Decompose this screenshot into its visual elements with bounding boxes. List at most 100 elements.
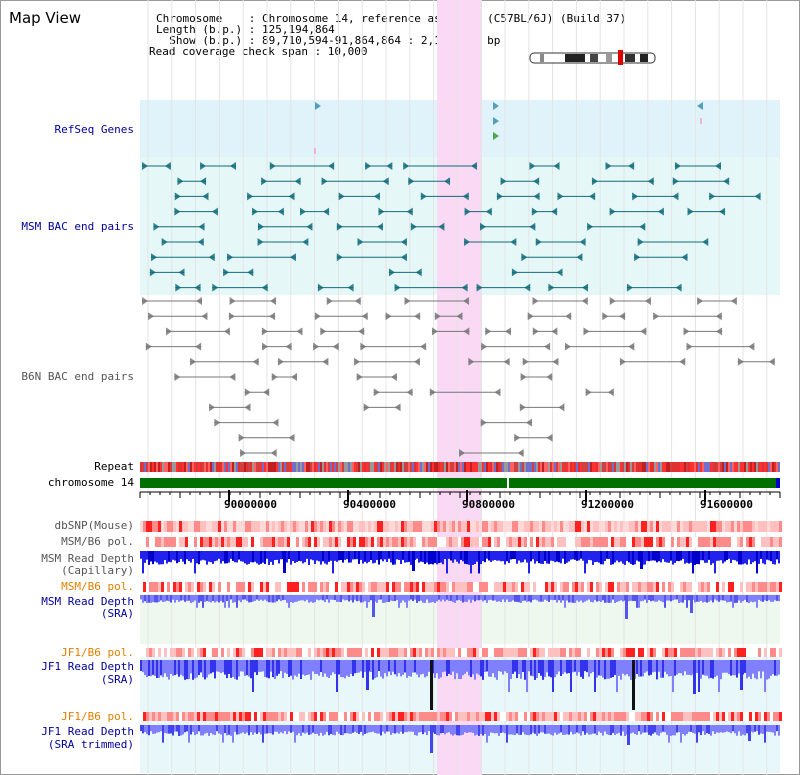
repeat-element xyxy=(324,462,326,472)
dbsnp-cell xyxy=(170,521,173,532)
msm-sra-depth xyxy=(260,595,262,600)
repeat-element xyxy=(402,462,404,472)
msm-b6-pol-cell xyxy=(389,537,392,547)
msm-capillary-depth xyxy=(450,551,452,561)
jf1-sra-depth xyxy=(484,660,486,672)
repeat-element xyxy=(410,462,412,472)
msm-b6-pol-cell xyxy=(377,537,380,547)
msm-bac-pair-end xyxy=(553,162,560,170)
jf1-b6-pol-cell xyxy=(338,648,341,657)
msm-sra-depth xyxy=(156,595,158,603)
msm-b6-pol-cell xyxy=(776,537,779,547)
jf1-b6-pol-cell xyxy=(506,712,509,721)
msm-capillary-depth xyxy=(350,551,352,563)
jf1-sra-depth xyxy=(562,660,564,675)
msm-b6-pol-cell xyxy=(149,582,152,592)
repeat-element xyxy=(182,462,184,472)
msm-b6-pol-cell xyxy=(719,582,722,592)
b6n-bac-pair-end xyxy=(361,312,368,321)
jf1-sra-depth xyxy=(378,660,380,672)
msm-b6-pol-cell xyxy=(503,582,506,592)
repeat-element xyxy=(168,462,170,472)
jf1-trimmed-depth xyxy=(390,725,392,735)
jf1-b6-pol-cell xyxy=(701,712,704,721)
msm-b6-pol-cell xyxy=(158,582,161,592)
repeat-element xyxy=(188,462,190,472)
msm-bac-pair-end xyxy=(198,222,205,231)
msm-sra-depth xyxy=(492,595,494,601)
msm-sra-depth xyxy=(706,595,708,603)
msm-sra-depth xyxy=(442,595,444,600)
msm-bac-pair-end xyxy=(410,222,417,231)
jf1-b6-pol-cell xyxy=(716,648,719,657)
repeat-element xyxy=(344,462,346,472)
msm-sra-depth xyxy=(580,595,582,601)
msm-b6-pol-cell xyxy=(179,582,182,592)
jf1-trimmed-depth xyxy=(240,725,242,734)
jf1-trimmed-depth xyxy=(566,725,568,735)
jf1-b6-pol-cell xyxy=(467,712,470,721)
msm-b6-pol-cell xyxy=(182,582,185,592)
jf1-b6-pol-cell xyxy=(473,648,476,657)
msm-b6-pol-cell xyxy=(752,582,755,592)
jf1-b6-pol-cell xyxy=(386,648,389,657)
jf1-trimmed-depth xyxy=(674,725,676,736)
msm-capillary-depth xyxy=(474,551,476,565)
jf1-b6-pol-cell xyxy=(743,712,746,721)
msm-sra-depth xyxy=(262,595,264,601)
msm-b6-pol-cell xyxy=(323,582,326,592)
jf1-sra-depth xyxy=(346,660,348,676)
msm-b6-pol-cell xyxy=(266,582,269,592)
jf1-sra-depth xyxy=(290,660,292,676)
msm-sra-depth xyxy=(724,595,726,601)
msm-b6-pol-cell xyxy=(248,537,251,547)
jf1-sra-depth xyxy=(200,660,202,673)
jf1-b6-pol-cell xyxy=(251,648,254,657)
msm-b6-pol-cell xyxy=(584,582,587,592)
repeat-element xyxy=(546,462,548,472)
jf1-b6-pol-cell xyxy=(749,648,752,657)
repeat-element xyxy=(258,462,260,472)
jf1-sra-depth xyxy=(716,660,718,676)
msm-b6-pol-cell xyxy=(224,582,227,592)
msm-sra-depth xyxy=(516,595,518,602)
msm-capillary-depth xyxy=(718,551,720,561)
msm-sra-depth xyxy=(358,595,360,601)
jf1-sra-depth xyxy=(514,660,516,672)
msm-b6-pol-cell xyxy=(734,537,737,547)
msm-capillary-depth xyxy=(552,551,554,561)
jf1-trimmed-depth xyxy=(268,725,270,734)
jf1-b6-pol-cell xyxy=(335,648,338,657)
jf1-sra-depth xyxy=(478,660,480,675)
dbsnp-cell xyxy=(752,521,755,532)
jf1-b6-pol-cell xyxy=(713,712,716,721)
repeat-element xyxy=(248,462,250,472)
repeat-element xyxy=(216,462,218,472)
msm-capillary-depth xyxy=(506,551,508,562)
msm-capillary-depth xyxy=(316,551,318,561)
jf1-sra-depth xyxy=(458,660,460,680)
b6n-bac-pair-end xyxy=(270,297,277,305)
msm-b6-pol-cell xyxy=(389,582,392,592)
msm-sra-depth xyxy=(722,595,724,601)
dbsnp-cell xyxy=(290,521,293,532)
jf1-b6-pol-cell xyxy=(689,712,692,721)
jf1-b6-pol-cell xyxy=(473,712,476,721)
jf1-b6-pol-cell xyxy=(275,648,278,657)
msm-sra-depth xyxy=(622,595,624,602)
msm-sra-depth xyxy=(204,595,206,602)
jf1-sra-depth xyxy=(158,660,160,678)
msm-b6-pol-cell xyxy=(503,537,506,547)
msm-bac-pair-end xyxy=(247,192,254,201)
msm-capillary-depth xyxy=(274,551,276,561)
repeat-element xyxy=(698,462,700,472)
msm-b6-pol-cell xyxy=(251,582,254,592)
jf1-trimmed-depth xyxy=(280,725,282,733)
jf1-b6-pol-cell xyxy=(632,712,635,721)
msm-b6-pol-cell xyxy=(398,582,401,592)
jf1-b6-pol-cell xyxy=(767,648,770,657)
jf1-trimmed-depth xyxy=(338,725,340,734)
msm-capillary-depth xyxy=(482,551,484,562)
msm-sra-depth xyxy=(474,595,476,602)
